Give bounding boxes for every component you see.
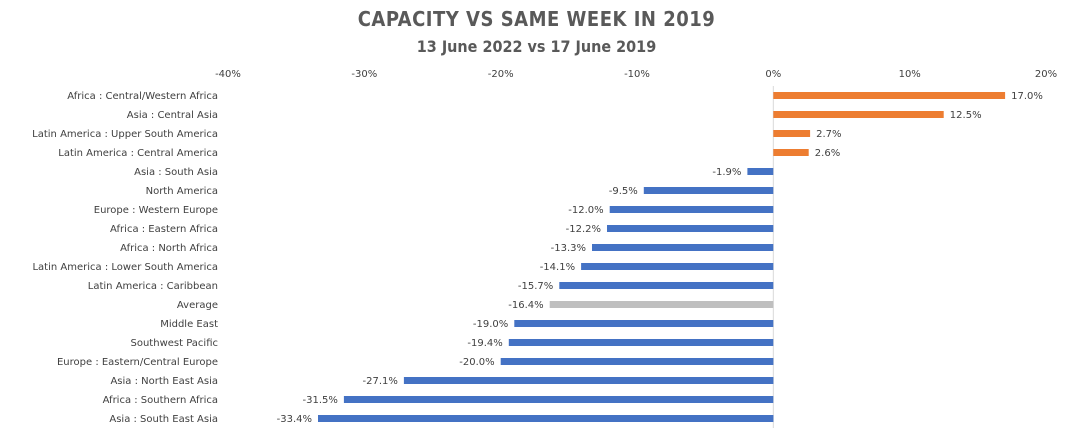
bar <box>581 263 774 270</box>
bar <box>773 130 811 137</box>
data-label: -31.5% <box>303 395 338 406</box>
bar <box>607 225 774 232</box>
data-label: -14.1% <box>540 262 575 273</box>
bar <box>318 415 774 422</box>
bar <box>500 358 774 365</box>
data-label: -16.4% <box>508 300 543 311</box>
data-label: -12.2% <box>566 224 601 235</box>
average-bar <box>549 301 774 308</box>
data-label: -33.4% <box>277 414 312 425</box>
category-label: Latin America : Upper South America <box>32 129 218 140</box>
chart-subtitle: 13 June 2022 vs 17 June 2019 <box>416 37 657 56</box>
bar <box>403 377 774 384</box>
category-label: Asia : South East Asia <box>109 414 218 425</box>
category-label: Latin America : Lower South America <box>32 262 218 273</box>
bar <box>343 396 774 403</box>
category-label: Latin America : Central America <box>58 148 218 159</box>
bar <box>559 282 774 289</box>
category-label: Europe : Eastern/Central Europe <box>57 357 218 368</box>
x-tick-label: 10% <box>899 69 921 80</box>
category-label: Latin America : Caribbean <box>88 281 218 292</box>
category-label: Middle East <box>160 319 218 330</box>
x-tick-label: -10% <box>624 69 650 80</box>
data-label: -19.0% <box>473 319 508 330</box>
category-label: Africa : Central/Western Africa <box>67 91 218 102</box>
category-label: Asia : Central Asia <box>127 110 218 121</box>
x-tick-label: 20% <box>1035 69 1057 80</box>
data-label: -12.0% <box>568 205 603 216</box>
bar <box>514 320 774 327</box>
bar <box>508 339 774 346</box>
category-label: Southwest Pacific <box>131 338 219 349</box>
category-label: Average <box>177 300 218 311</box>
bar <box>773 92 1006 99</box>
data-label: -1.9% <box>712 167 741 178</box>
x-tick-label: 0% <box>765 69 781 80</box>
data-label: -27.1% <box>363 376 398 387</box>
data-label: 12.5% <box>950 110 982 121</box>
bar <box>592 244 774 251</box>
bar <box>773 111 944 118</box>
chart-title: CAPACITY VS SAME WEEK IN 2019 <box>357 7 716 31</box>
x-tick-label: -20% <box>488 69 514 80</box>
category-label: Asia : South Asia <box>134 167 218 178</box>
bar <box>643 187 774 194</box>
category-label: North America <box>146 186 218 197</box>
bar <box>773 149 809 156</box>
data-label: -15.7% <box>518 281 553 292</box>
category-label: Asia : North East Asia <box>110 376 218 387</box>
data-label: 17.0% <box>1011 91 1043 102</box>
data-label: -19.4% <box>467 338 502 349</box>
bar <box>747 168 774 175</box>
x-tick-label: -40% <box>215 69 241 80</box>
data-label: 2.7% <box>816 129 841 140</box>
data-label: 2.6% <box>815 148 840 159</box>
category-label: Africa : Southern Africa <box>103 395 218 406</box>
category-label: Europe : Western Europe <box>94 205 218 216</box>
data-label: -20.0% <box>459 357 494 368</box>
data-label: -13.3% <box>551 243 586 254</box>
bar <box>609 206 774 213</box>
category-label: Africa : North Africa <box>120 243 218 254</box>
data-label: -9.5% <box>609 186 638 197</box>
category-label: Africa : Eastern Africa <box>110 224 218 235</box>
x-tick-label: -30% <box>351 69 377 80</box>
